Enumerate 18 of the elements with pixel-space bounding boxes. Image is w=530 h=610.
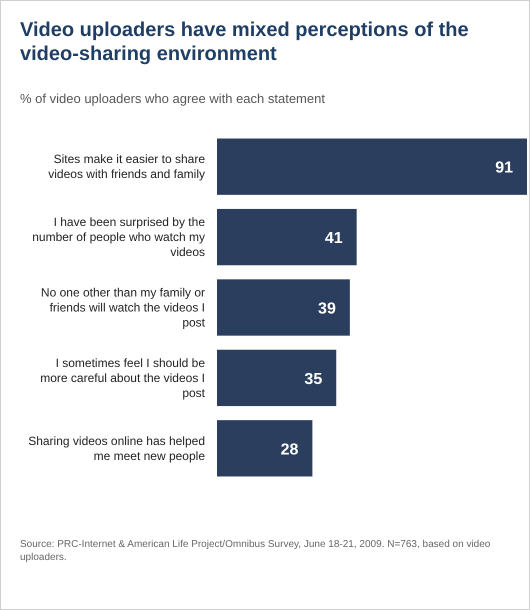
y-tick-label: Sites make it easier to share videos with friends and family [48,152,206,182]
y-tick-label: Sharing videos online has helped me meet new people [28,434,206,463]
chart-subtitle: % of video uploaders who agree with each statement [20,91,326,106]
data-label: 35 [304,370,322,388]
bar [217,208,357,266]
data-label: 39 [318,300,336,318]
data-label: 41 [324,230,343,248]
bar [217,138,527,195]
y-tick-label: I have been surprised by the number of people who watch my videos [32,215,206,260]
data-label: 28 [280,441,298,458]
bar [217,279,350,336]
y-tick-label: I sometimes feel I should be more careful about the videos I post [40,356,206,400]
bar [217,350,336,406]
source-note: Source: PRC-Internet & American Life Project/Omnibus Survey, June 18-21, 2009. N=763, based on video uploaders. [20,539,491,563]
chart-title: Video uploaders have mixed perceptions of the video-sharing environment [20,19,469,65]
y-tick-label: No one other than my family or friends will watch the videos I post [40,286,206,330]
data-label: 91 [495,160,514,177]
bar [217,420,312,476]
